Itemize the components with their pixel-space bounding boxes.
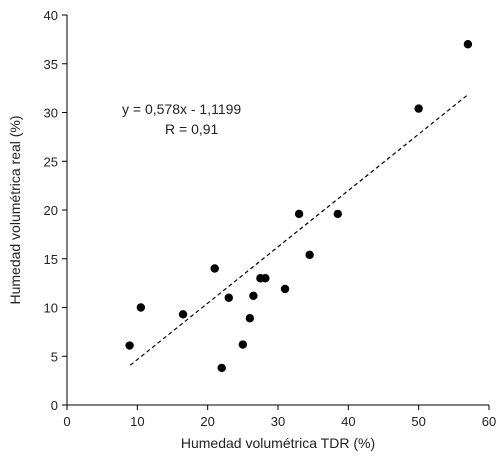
data-point <box>280 284 290 294</box>
y-tick-label: 25 <box>44 154 58 169</box>
x-tick-label: 20 <box>200 414 214 429</box>
y-tick-label: 0 <box>51 398 58 413</box>
data-point <box>238 340 248 349</box>
x-tick-label: 0 <box>63 414 70 429</box>
y-tick-label: 40 <box>44 8 58 23</box>
data-points <box>125 40 473 373</box>
y-tick-label: 15 <box>44 252 58 267</box>
y-tick-label: 30 <box>44 106 58 121</box>
data-point <box>261 274 270 283</box>
y-tick-label: 10 <box>44 301 58 316</box>
data-point <box>414 104 423 113</box>
x-tick-label: 10 <box>130 414 144 429</box>
y-tick-label: 5 <box>51 349 58 364</box>
trendline-group <box>129 94 469 366</box>
data-point <box>217 363 226 373</box>
data-point <box>333 209 342 219</box>
y-axis-title: Humedad volumétrica real (%) <box>7 115 23 304</box>
x-axis-title: Humedad volumétrica TDR (%) <box>181 435 375 451</box>
data-point <box>210 264 219 273</box>
y-tick-label: 35 <box>44 57 58 72</box>
data-point <box>245 314 255 323</box>
x-tick-label: 60 <box>482 414 496 429</box>
r-value-annotation: R = 0,91 <box>165 121 219 137</box>
data-point <box>178 310 188 319</box>
data-point <box>125 341 134 350</box>
y-tick-label: 20 <box>44 203 58 218</box>
x-tick-label: 30 <box>271 414 285 429</box>
data-point <box>249 291 258 300</box>
trendline <box>129 94 469 366</box>
x-tick-label: 50 <box>411 414 425 429</box>
x-axis-ticks: 0 10 20 30 40 50 60 <box>63 405 496 429</box>
data-point <box>224 293 233 302</box>
data-point <box>136 303 146 312</box>
annotations: y = 0,578x - 1,1199 R = 0,91 <box>122 101 241 137</box>
x-tick-label: 40 <box>341 414 355 429</box>
equation-annotation: y = 0,578x - 1,1199 <box>122 101 241 117</box>
data-point <box>463 40 473 49</box>
data-point <box>305 250 314 260</box>
y-axis-ticks: 0 5 10 15 20 25 30 35 40 <box>44 8 67 413</box>
data-point <box>294 209 304 219</box>
